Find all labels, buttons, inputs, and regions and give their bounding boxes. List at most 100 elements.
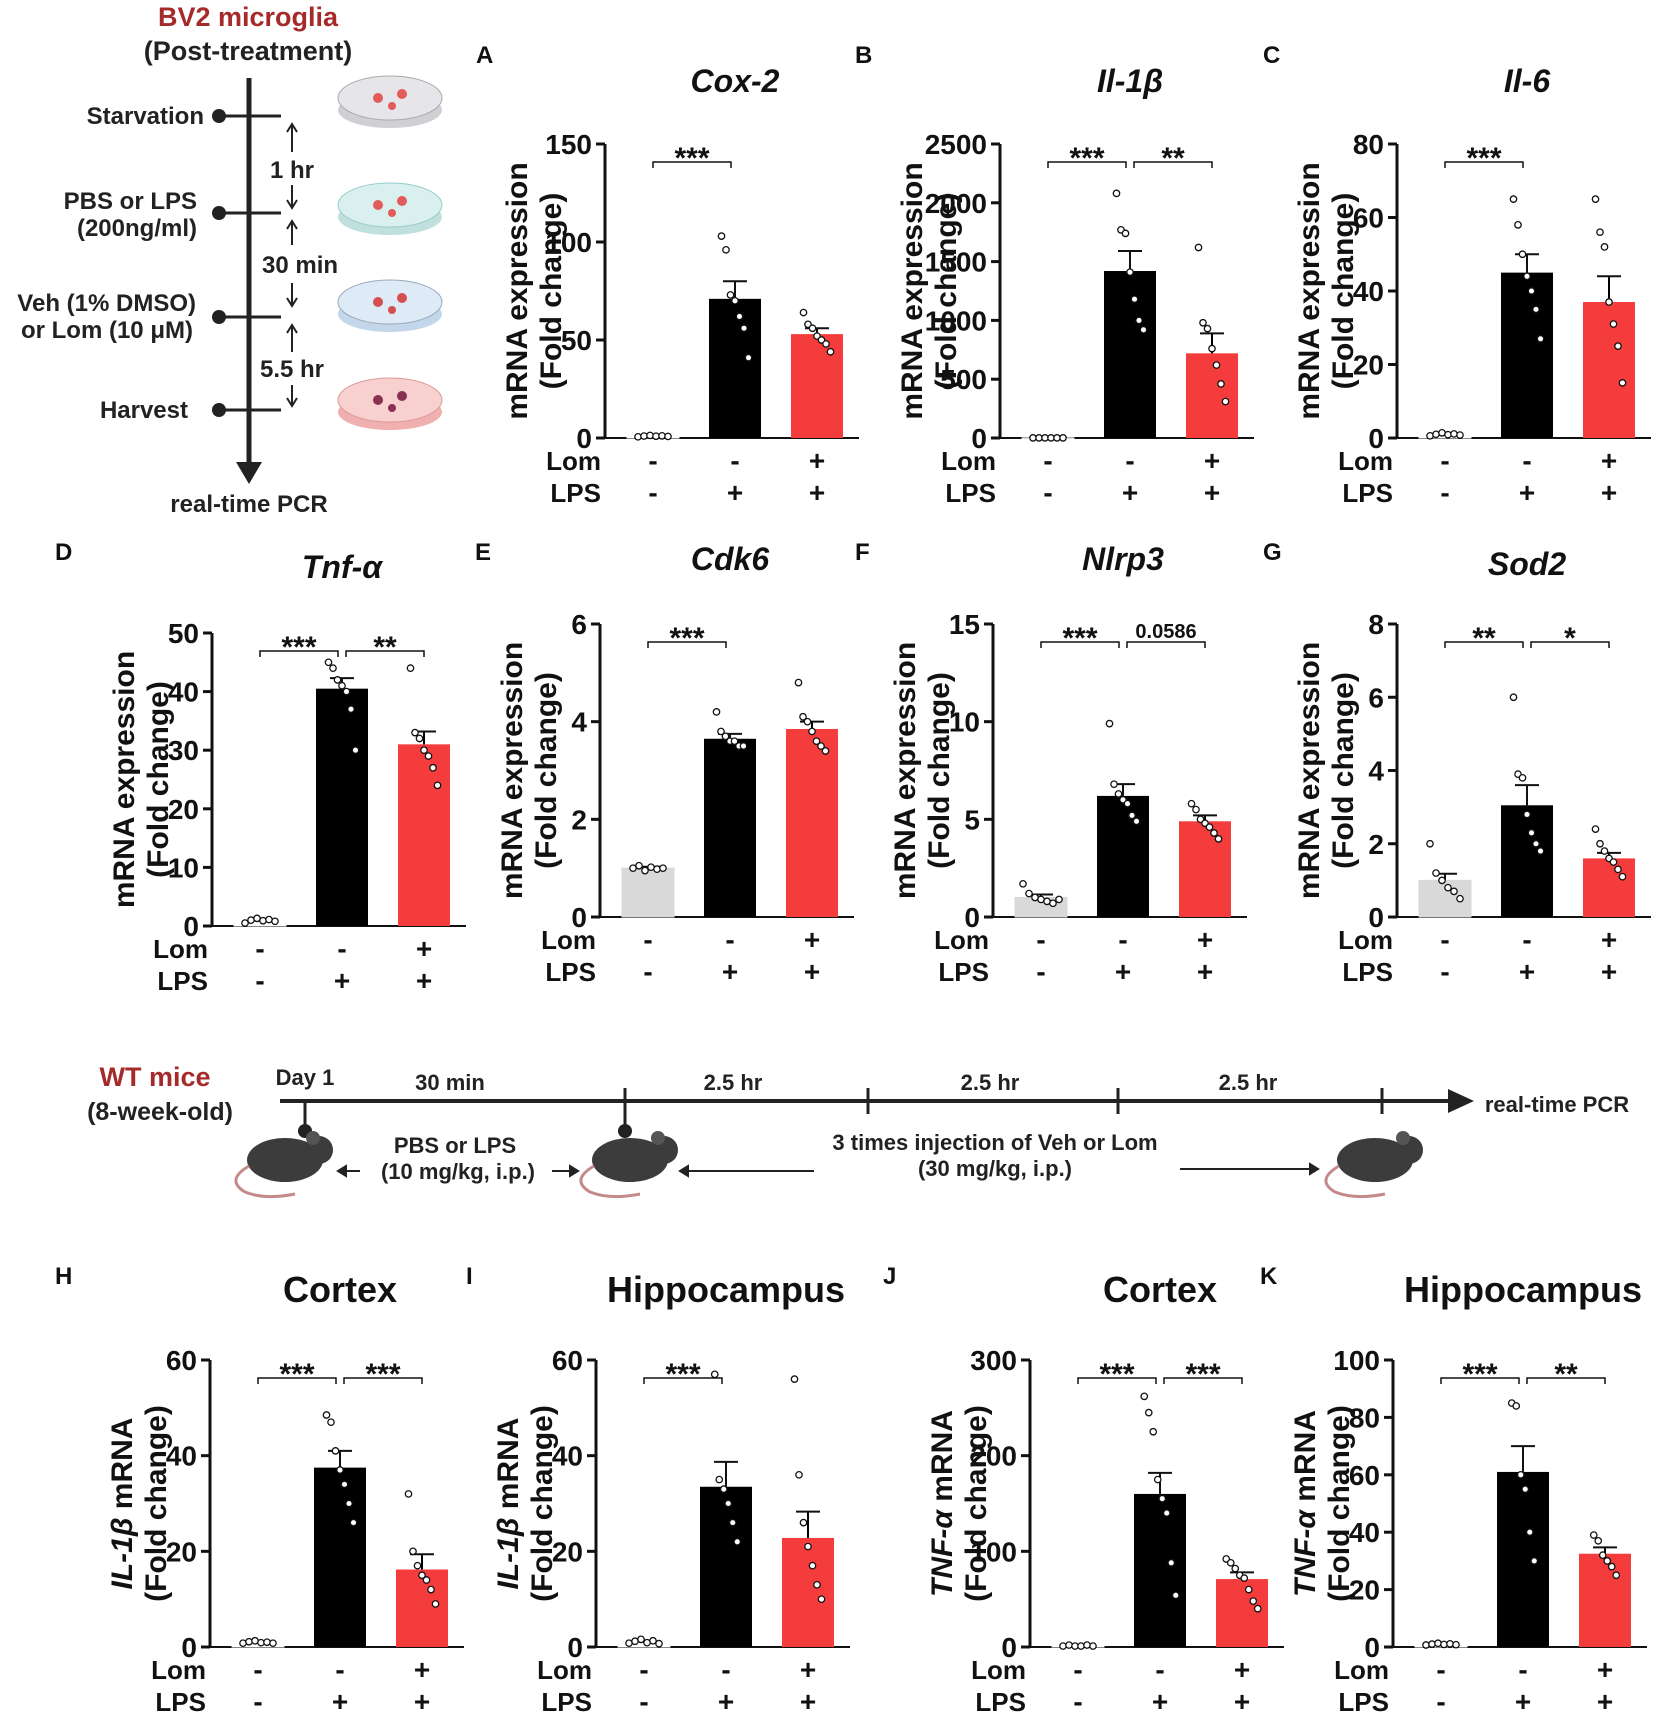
data-point <box>1514 221 1522 229</box>
data-point <box>1614 342 1622 350</box>
data-point <box>1077 1642 1085 1650</box>
panel-letter: B <box>855 42 872 69</box>
bar <box>316 688 368 926</box>
y-tick-label: 100 <box>1333 1345 1380 1376</box>
bar <box>1501 272 1553 438</box>
data-point <box>324 658 333 667</box>
data-point <box>1523 272 1531 281</box>
treatment-sign: + <box>1601 445 1617 476</box>
mice-title: WT mice <box>99 1062 210 1092</box>
data-point <box>1523 810 1531 819</box>
y-tick-label: 4 <box>1368 756 1384 787</box>
data-point <box>721 732 730 741</box>
data-point <box>808 727 816 736</box>
data-point <box>717 232 726 240</box>
treatment-sign: + <box>1519 477 1535 508</box>
treatment-row-label: LPS <box>938 957 989 987</box>
data-point <box>1432 869 1440 877</box>
data-point <box>333 676 342 684</box>
treatment-sign: - <box>1522 924 1531 955</box>
data-point <box>826 347 835 356</box>
treatment-sign: - <box>335 1654 344 1685</box>
data-point <box>347 705 355 714</box>
panel-letter: H <box>55 1263 72 1290</box>
data-point <box>733 1537 742 1546</box>
y-tick-label: 100 <box>545 227 592 258</box>
data-point <box>722 245 730 254</box>
y-tick-label: 20 <box>1353 350 1384 381</box>
treatment-sign: + <box>1204 477 1220 508</box>
data-point <box>411 728 419 737</box>
data-point <box>1426 839 1434 848</box>
y-tick-label: 40 <box>1349 1517 1380 1548</box>
data-point <box>790 1375 799 1383</box>
protocol-step-starvation: Starvation <box>87 103 281 130</box>
mouse-icon <box>1324 1131 1423 1199</box>
treatment-sign: - <box>643 924 652 955</box>
y-axis-label: mRNA expression <box>1293 642 1326 899</box>
y-axis-label-line2: (Fold change) <box>930 193 963 390</box>
treatment-row-label: LPS <box>1342 957 1393 987</box>
y-tick-label: 4 <box>571 707 587 738</box>
significance-label: *** <box>665 1358 700 1391</box>
treatment-sign: - <box>1036 924 1045 955</box>
chart-title: Cox-2 <box>691 63 780 99</box>
data-point <box>1527 287 1536 295</box>
data-point <box>1221 397 1230 406</box>
significance-bracket <box>1040 641 1120 648</box>
data-point <box>1596 228 1604 237</box>
treatment-row-label: Lom <box>153 934 208 964</box>
significance-bracket <box>1047 161 1127 168</box>
protocol-arrowhead <box>236 462 262 484</box>
data-point <box>1516 1470 1525 1479</box>
data-point <box>731 296 739 305</box>
treatment-sign: - <box>1155 1654 1164 1685</box>
y-tick-label: 2000 <box>925 188 987 219</box>
treatment-sign: - <box>721 1654 730 1685</box>
data-point <box>1456 431 1464 439</box>
treatment-sign: + <box>1204 445 1220 476</box>
data-point <box>641 866 649 875</box>
chart-title: Cortex <box>283 1269 397 1310</box>
data-point <box>345 1499 353 1508</box>
data-point <box>1603 1557 1612 1565</box>
y-tick-label: 500 <box>940 364 987 395</box>
significance-bracket <box>647 641 727 648</box>
data-point <box>1167 1558 1176 1567</box>
data-point <box>1171 1591 1180 1600</box>
y-axis-label: mRNA expression <box>896 162 929 419</box>
data-point <box>1444 883 1452 892</box>
treatment-row-label: Lom <box>537 1655 592 1685</box>
data-point <box>1139 325 1148 334</box>
treatment-sign: - <box>1073 1686 1082 1717</box>
data-point <box>1456 894 1464 903</box>
bar <box>1497 1471 1549 1647</box>
treatment-sign: - <box>1440 924 1449 955</box>
y-tick-label: 80 <box>1349 1402 1380 1433</box>
data-point <box>1055 895 1063 904</box>
mice-step1b: (10 mg/kg, i.p.) <box>381 1159 535 1184</box>
data-point <box>1123 799 1132 808</box>
data-point <box>1059 434 1067 442</box>
bar <box>621 867 675 918</box>
data-point <box>655 1639 663 1648</box>
data-point <box>724 1499 733 1508</box>
data-point <box>812 737 821 746</box>
data-point <box>1609 320 1618 328</box>
significance-bracket <box>643 1377 723 1384</box>
treatment-row-label: LPS <box>157 966 208 996</box>
mice-interval: 2.5 hr <box>961 1070 1020 1095</box>
treatment-sign: - <box>639 1686 648 1717</box>
protocol-interval: 5.5 hr <box>260 356 324 383</box>
y-tick-label: 0 <box>1368 423 1384 454</box>
data-point <box>404 1490 413 1498</box>
data-point <box>336 1466 344 1474</box>
data-point <box>1532 839 1540 848</box>
treatment-row-label: LPS <box>975 1687 1026 1717</box>
significance-bracket <box>1444 641 1524 648</box>
y-tick-label: 40 <box>166 1441 197 1472</box>
significance-label: ** <box>1554 1358 1578 1391</box>
treatment-sign: + <box>718 1686 734 1717</box>
panel-letter: I <box>466 1263 473 1290</box>
treatment-sign: - <box>1436 1686 1445 1717</box>
